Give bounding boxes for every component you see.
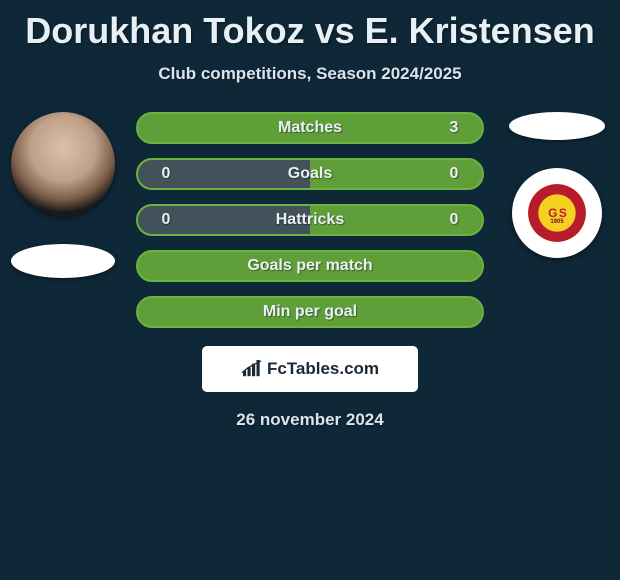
watermark: FcTables.com <box>202 346 418 392</box>
stat-label: Matches <box>178 119 442 137</box>
chart-icon <box>241 360 263 378</box>
stat-label: Min per goal <box>178 303 442 321</box>
stat-label: Goals per match <box>178 257 442 275</box>
stat-row: Goals per match <box>136 250 484 282</box>
player2-club-logo: ★★★★ 1905 <box>512 168 602 258</box>
stat-p2-value: 0 <box>442 165 466 183</box>
stat-p1-value: 0 <box>154 211 178 229</box>
stat-p2-value: 0 <box>442 211 466 229</box>
stat-row: Matches3 <box>136 112 484 144</box>
player1-team-badge <box>11 244 115 278</box>
page-title: Dorukhan Tokoz vs E. Kristensen <box>0 0 620 52</box>
date-line: 26 november 2024 <box>0 410 620 430</box>
club-year: 1905 <box>550 219 563 225</box>
player2-column: ★★★★ 1905 <box>502 112 612 258</box>
stats-list: Matches30Goals00Hattricks0Goals per matc… <box>136 112 484 328</box>
stat-label: Goals <box>178 165 442 183</box>
stat-p2-value: 3 <box>442 119 466 137</box>
subtitle: Club competitions, Season 2024/2025 <box>0 64 620 84</box>
player2-team-badge <box>509 112 605 140</box>
comparison-area: Matches30Goals00Hattricks0Goals per matc… <box>0 112 620 328</box>
stat-p1-value: 0 <box>154 165 178 183</box>
stat-label: Hattricks <box>178 211 442 229</box>
stat-row: 0Hattricks0 <box>136 204 484 236</box>
player1-column <box>8 112 118 278</box>
club-crest: 1905 <box>528 184 586 242</box>
stat-row: 0Goals0 <box>136 158 484 190</box>
stat-row: Min per goal <box>136 296 484 328</box>
watermark-text: FcTables.com <box>267 359 379 379</box>
player1-avatar <box>11 112 115 216</box>
